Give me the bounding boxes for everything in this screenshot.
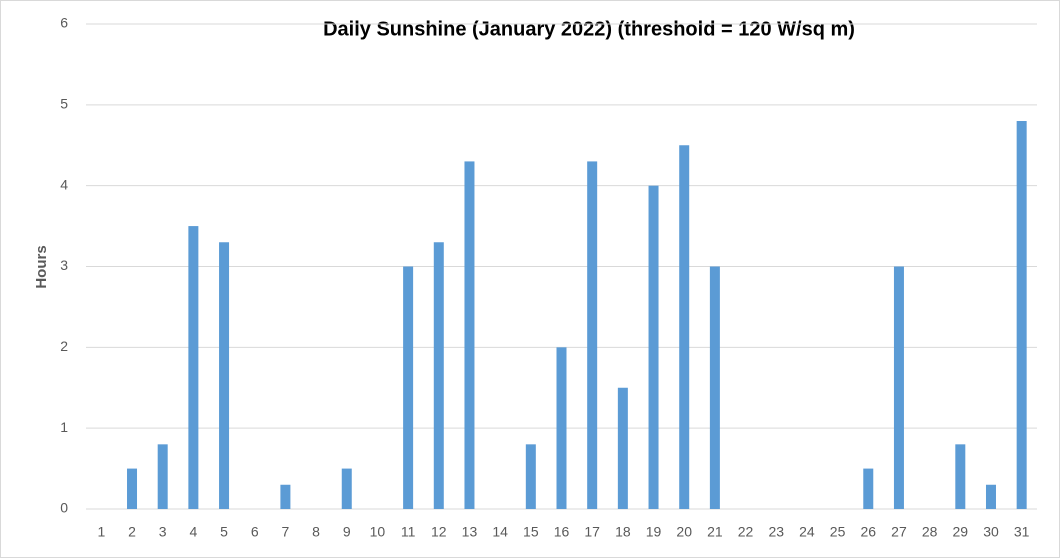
bar xyxy=(863,468,874,509)
x-tick-label: 7 xyxy=(282,524,290,540)
x-tick-label: 26 xyxy=(860,524,876,540)
x-tick-label: 8 xyxy=(312,524,320,540)
bar xyxy=(955,444,966,509)
x-tick-label: 31 xyxy=(1014,524,1030,540)
y-axis-label: Hours xyxy=(33,245,50,288)
y-tick-label: 3 xyxy=(60,257,68,273)
x-tick-label: 15 xyxy=(523,524,539,540)
bar xyxy=(433,242,444,509)
bar xyxy=(1016,121,1027,509)
x-tick-label: 28 xyxy=(922,524,938,540)
bar xyxy=(403,266,414,509)
x-tick-label: 21 xyxy=(707,524,723,540)
x-tick-label: 6 xyxy=(251,524,259,540)
x-tick-label: 17 xyxy=(584,524,600,540)
x-tick-label: 11 xyxy=(401,524,416,540)
bar xyxy=(648,185,659,509)
bar xyxy=(985,484,996,509)
y-tick-label: 4 xyxy=(60,176,68,192)
bar xyxy=(709,266,720,509)
chart-title: Daily Sunshine (January 2022) (threshold… xyxy=(323,18,855,40)
x-tick-label: 25 xyxy=(830,524,846,540)
y-tick-label: 6 xyxy=(60,15,68,31)
x-tick-label: 14 xyxy=(492,524,508,540)
bar xyxy=(617,387,628,509)
x-tick-label: 29 xyxy=(953,524,969,540)
x-tick-label: 5 xyxy=(220,524,228,540)
bar xyxy=(280,484,291,509)
x-tick-label: 19 xyxy=(646,524,662,540)
x-tick-label: 18 xyxy=(615,524,631,540)
x-tick-label: 22 xyxy=(738,524,754,540)
y-tick-label: 5 xyxy=(60,96,68,112)
x-tick-label: 12 xyxy=(431,524,447,540)
bar xyxy=(188,226,199,510)
bar xyxy=(679,145,690,509)
bar xyxy=(556,347,567,509)
x-tick-label: 4 xyxy=(189,524,197,540)
x-tick-label: 27 xyxy=(891,524,907,540)
bar xyxy=(464,161,475,509)
bar xyxy=(127,468,138,509)
bar xyxy=(341,468,352,509)
x-tick-label: 2 xyxy=(128,524,136,540)
y-tick-label: 1 xyxy=(60,419,68,435)
bar xyxy=(893,266,904,509)
bar xyxy=(525,444,536,509)
y-tick-label: 2 xyxy=(60,338,68,354)
x-tick-label: 20 xyxy=(676,524,692,540)
bar xyxy=(587,161,598,509)
x-tick-label: 13 xyxy=(462,524,478,540)
x-tick-label: 16 xyxy=(554,524,570,540)
bar xyxy=(219,242,230,509)
x-tick-label: 10 xyxy=(370,524,386,540)
y-tick-label: 0 xyxy=(60,500,68,516)
bar xyxy=(157,444,168,509)
x-tick-label: 30 xyxy=(983,524,999,540)
x-tick-label: 9 xyxy=(343,524,351,540)
x-tick-label: 1 xyxy=(97,524,105,540)
x-tick-label: 23 xyxy=(768,524,784,540)
x-tick-label: 3 xyxy=(159,524,167,540)
x-tick-label: 24 xyxy=(799,524,815,540)
